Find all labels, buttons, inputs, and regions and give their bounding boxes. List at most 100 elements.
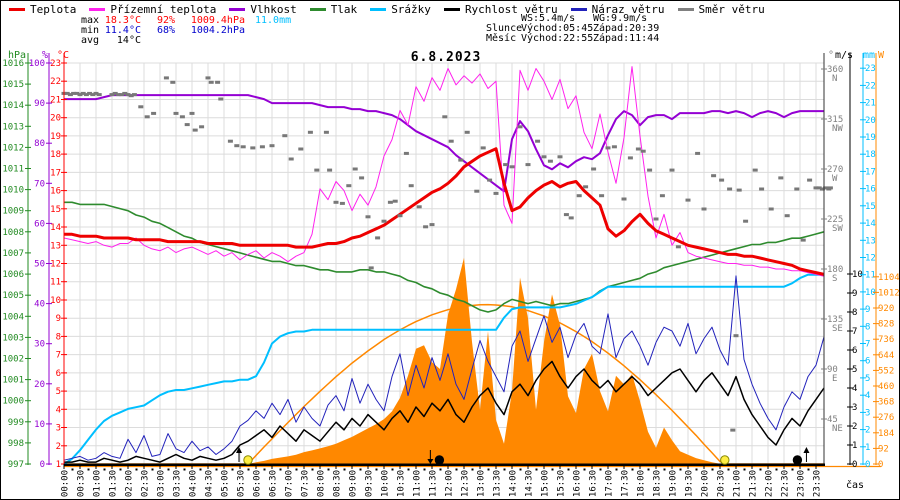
sun-stats-r-col3: Západ:20:39 — [593, 23, 660, 34]
svg-text:hPa: hPa — [8, 50, 26, 61]
x-tick-label: 00:30 — [77, 470, 87, 497]
series — [63, 66, 825, 465]
svg-text:22: 22 — [865, 81, 876, 91]
svg-text:1012: 1012 — [2, 143, 24, 153]
svg-text:14: 14 — [50, 223, 61, 233]
svg-text:S: S — [832, 274, 837, 284]
x-tick-label: 05:30 — [237, 470, 247, 497]
series-wind-direction — [61, 76, 833, 432]
sun-stats-r-col2: Východ:05:45 — [521, 23, 594, 34]
svg-text:70: 70 — [34, 179, 45, 189]
x-tick-label: 06:00 — [253, 470, 263, 497]
series-Srážky — [63, 273, 824, 465]
stats-temperature: 14°C — [116, 35, 141, 46]
svg-text:5: 5 — [865, 374, 870, 384]
svg-text:1001: 1001 — [2, 376, 24, 386]
svg-text:3: 3 — [865, 408, 870, 418]
svg-text:368: 368 — [878, 398, 894, 408]
svg-text:10: 10 — [852, 270, 863, 280]
legend-color-dash — [9, 8, 25, 11]
svg-text:13: 13 — [865, 236, 876, 246]
x-tick-label: 19:00 — [669, 470, 679, 497]
svg-text:2: 2 — [56, 442, 61, 452]
legend-label: Tlak — [330, 3, 358, 16]
x-tick-label: 15:00 — [541, 470, 551, 497]
arrow-up-icon — [236, 447, 242, 453]
svg-text:E: E — [832, 374, 837, 384]
svg-text:997: 997 — [8, 460, 24, 470]
svg-text:10: 10 — [50, 296, 61, 306]
svg-text:135: 135 — [827, 315, 843, 325]
svg-text:1: 1 — [56, 460, 61, 470]
svg-text:1008: 1008 — [2, 228, 24, 238]
x-tick-label: 02:00 — [125, 470, 135, 497]
legend-item-3: Tlak — [309, 3, 358, 16]
svg-text:552: 552 — [878, 366, 894, 376]
stats-pressure: 1004.2hPa — [190, 25, 245, 36]
svg-text:10: 10 — [34, 420, 45, 430]
stats-summary: max 18.3°C 92% 1009.4hPa 11.0mm min 11.4°C 68% 1… — [81, 16, 291, 46]
svg-text:1016: 1016 — [2, 59, 24, 69]
svg-text:1011: 1011 — [2, 165, 24, 175]
svg-text:920: 920 — [878, 304, 894, 314]
stats-label: max — [81, 15, 100, 26]
svg-text:270: 270 — [827, 165, 843, 175]
legend-label: Rychlost větru — [464, 3, 558, 16]
series-Teplota — [64, 147, 825, 276]
svg-text:10: 10 — [865, 288, 876, 298]
legend-color-dash — [677, 8, 694, 11]
stats-label: min — [81, 25, 100, 36]
svg-text:SE: SE — [832, 324, 843, 334]
svg-text:90: 90 — [34, 99, 45, 109]
x-tick-label: 04:00 — [189, 470, 199, 497]
legend-color-dash — [309, 8, 326, 11]
svg-text:11: 11 — [865, 271, 876, 281]
svg-text:15: 15 — [865, 202, 876, 212]
stats-humidity: 92% — [156, 15, 175, 26]
wind-stats-r-col3: WG:9.9m/s — [593, 13, 648, 24]
x-tick-label: 16:00 — [573, 470, 583, 497]
series-Náraz větru — [63, 275, 825, 461]
chart-legend: Teplota Přízemní teplota Vlhkost Tlak Srážky… — [9, 3, 765, 16]
x-tick-label: 19:30 — [685, 470, 695, 497]
axis-pct: % 0 10 20 30 40 50 60 70 80 90 100 — [29, 50, 52, 470]
svg-text:4: 4 — [852, 384, 857, 394]
stats-rain: 11.0mm — [255, 15, 292, 26]
svg-text:9: 9 — [56, 314, 61, 324]
svg-text:2: 2 — [865, 426, 870, 436]
svg-text:m/s: m/s — [835, 50, 853, 61]
x-axis-caption: čas — [846, 480, 865, 491]
moon-stats-r-col3: Západ:11:44 — [593, 33, 660, 44]
svg-text:9: 9 — [865, 305, 870, 315]
svg-text:23: 23 — [50, 59, 61, 69]
axis-ms: m/s 0 1 2 3 4 5 6 7 8 9 10 — [835, 50, 863, 470]
svg-text:998: 998 — [8, 439, 24, 449]
x-tick-label: 18:00 — [637, 470, 647, 497]
svg-text:30: 30 — [34, 340, 45, 350]
svg-text:W: W — [832, 174, 838, 184]
svg-text:16: 16 — [865, 185, 876, 195]
x-tick-label: 03:30 — [173, 470, 183, 497]
svg-text:1002: 1002 — [2, 355, 24, 365]
legend-item-7: Směr větru — [677, 3, 765, 16]
svg-text:7: 7 — [865, 340, 870, 350]
svg-text:6: 6 — [852, 346, 857, 356]
svg-text:°C: °C — [57, 50, 69, 61]
svg-text:13: 13 — [50, 241, 61, 251]
wind-stats-r-col2: WS:5.4m/s — [521, 13, 576, 24]
svg-text:1014: 1014 — [2, 101, 24, 111]
svg-text:%: % — [42, 50, 48, 61]
svg-text:18: 18 — [865, 150, 876, 160]
svg-text:1003: 1003 — [2, 333, 24, 343]
svg-text:50: 50 — [34, 260, 45, 270]
x-tick-label: 22:00 — [765, 470, 775, 497]
x-tick-label: 14:00 — [509, 470, 519, 497]
legend-color-dash — [570, 8, 587, 11]
svg-text:5: 5 — [56, 387, 61, 397]
stats-temperature: 18.3°C — [104, 15, 141, 26]
svg-text:21: 21 — [50, 96, 61, 106]
legend-item-6: Náraz větru — [570, 3, 665, 16]
x-tick-label: 23:00 — [797, 470, 807, 497]
